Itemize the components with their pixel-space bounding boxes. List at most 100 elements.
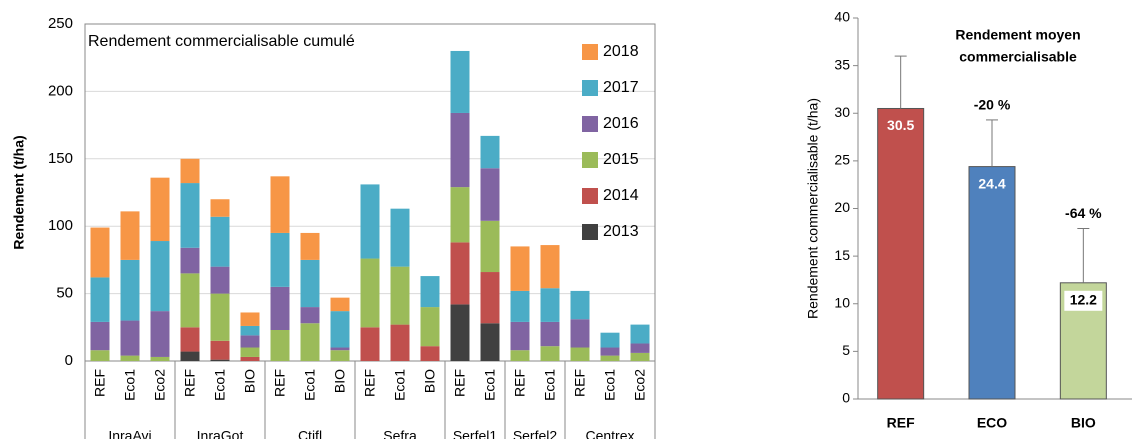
legend-swatch: [582, 44, 598, 60]
chart-annotation: Rendement commercialisable cumulé: [88, 33, 355, 50]
legend-label: 2013: [603, 223, 639, 240]
x-tick-label: REF: [272, 369, 288, 397]
x-tick-label: BIO: [332, 369, 348, 393]
x-tick-label: Eco2: [152, 369, 168, 401]
bar-segment: [600, 355, 620, 361]
bar-segment: [330, 347, 350, 351]
bar-segment: [210, 216, 230, 267]
bar-segment: [270, 232, 290, 287]
bar-segment: [450, 242, 470, 305]
bar-segment: [210, 293, 230, 341]
y-axis-label: Rendement (t/ha): [11, 135, 27, 249]
bar-segment: [210, 340, 230, 360]
bar-segment: [600, 332, 620, 348]
x-tick-label: BIO: [1071, 415, 1096, 431]
x-tick-label: REF: [512, 369, 528, 397]
bar-segment: [150, 177, 170, 242]
legend-swatch: [582, 80, 598, 96]
legend-label: 2017: [603, 79, 639, 96]
y-tick-label: 50: [56, 285, 73, 302]
group-label: InraAvi: [108, 428, 151, 439]
bar-segment: [120, 320, 140, 356]
bar-segment: [480, 168, 500, 221]
chart-title: Rendement moyen: [955, 27, 1080, 43]
y-tick-label: 0: [65, 352, 73, 369]
bar: [968, 166, 1016, 400]
bar-segment: [330, 311, 350, 348]
value-label: 30.5: [887, 117, 914, 133]
y-tick-label: 10: [834, 294, 850, 310]
group-label: Ctifl: [298, 428, 322, 439]
legend-label: 2018: [603, 43, 639, 60]
y-tick-label: 20: [834, 199, 850, 215]
bar-segment: [390, 208, 410, 267]
legend-swatch: [582, 116, 598, 132]
bar-segment: [630, 352, 650, 361]
bar-segment: [90, 350, 110, 361]
bar-segment: [570, 290, 590, 320]
y-tick-label: 200: [48, 82, 73, 99]
legend-label: 2015: [603, 151, 639, 168]
bar-segment: [480, 135, 500, 169]
bar-segment: [420, 276, 440, 308]
bar-segment: [150, 241, 170, 312]
bar-segment: [390, 266, 410, 325]
bar-segment: [330, 350, 350, 361]
bar-segment: [210, 199, 230, 217]
bar-segment: [570, 347, 590, 361]
bar-segment: [120, 355, 140, 361]
bar-segment: [240, 356, 260, 361]
group-label: Centrex: [585, 428, 634, 439]
y-tick-label: 25: [834, 152, 850, 168]
bar-segment: [210, 266, 230, 294]
value-label: 12.2: [1070, 291, 1097, 307]
bar-segment: [120, 211, 140, 260]
x-tick-label: REF: [887, 415, 915, 431]
group-label: Serfel1: [453, 428, 498, 439]
legend-swatch: [582, 224, 598, 240]
x-tick-label: REF: [572, 369, 588, 397]
y-tick-label: 150: [48, 150, 73, 167]
bar-segment: [450, 187, 470, 243]
legend-label: 2014: [603, 187, 639, 204]
y-tick-label: 30: [834, 104, 850, 120]
x-tick-label: Eco1: [212, 369, 228, 401]
bar-segment: [240, 312, 260, 326]
bar-segment: [180, 351, 200, 361]
legend-label: 2016: [603, 115, 639, 132]
bar-segment: [540, 245, 560, 289]
bar-segment: [180, 183, 200, 248]
bar-segment: [180, 158, 200, 184]
bar-segment: [120, 259, 140, 321]
bar-segment: [300, 259, 320, 308]
bar-segment: [630, 324, 650, 344]
bar-segment: [480, 272, 500, 324]
bar-segment: [90, 227, 110, 278]
x-tick-label: REF: [92, 369, 108, 397]
bar-segment: [150, 311, 170, 357]
bar-segment: [300, 232, 320, 260]
change-annotation: -20 %: [974, 97, 1011, 113]
y-tick-label: 100: [48, 217, 73, 234]
bar-segment: [180, 273, 200, 328]
bar-segment: [270, 329, 290, 361]
x-tick-label: REF: [362, 369, 378, 397]
x-tick-label: ECO: [977, 415, 1007, 431]
group-label: Sefra: [383, 428, 417, 439]
bar-segment: [300, 323, 320, 361]
bar-segment: [90, 321, 110, 351]
bar-segment: [270, 286, 290, 330]
bar-segment: [540, 321, 560, 347]
group-label: Serfel2: [513, 428, 558, 439]
x-tick-label: Eco1: [302, 369, 318, 401]
bar-segment: [570, 319, 590, 348]
bar-segment: [330, 297, 350, 312]
chart-title: commercialisable: [959, 49, 1077, 65]
change-annotation: -64 %: [1065, 205, 1102, 221]
value-label-box: [1064, 290, 1103, 311]
x-tick-label: Eco1: [542, 369, 558, 401]
value-label: 24.4: [978, 175, 1005, 191]
bar-segment: [300, 307, 320, 324]
bar-segment: [510, 290, 530, 322]
x-tick-label: BIO: [242, 369, 258, 393]
